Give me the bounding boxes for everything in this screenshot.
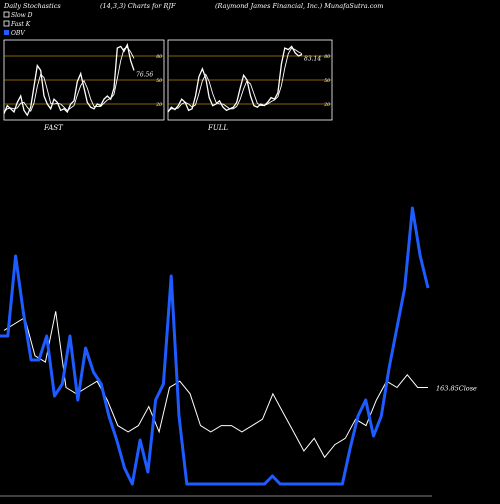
guide-label-50: 50 (156, 78, 162, 84)
series-line-obv (0, 206, 430, 486)
legend-label-slow-d: Slow D (11, 12, 33, 19)
legend-swatch-slow-d (3, 11, 10, 18)
series-line-fast-k (3, 42, 135, 117)
guide-label-50: 50 (324, 78, 330, 84)
price-obv-panel: 163.85Close (0, 206, 477, 497)
legend-swatch-obv (4, 30, 9, 35)
legend-swatch-fast-k (3, 20, 10, 27)
guide-label-80: 80 (324, 54, 330, 60)
last-value-label: 76.56 (136, 71, 153, 78)
guide-label-80: 80 (156, 54, 162, 60)
full-panel-title: FULL (207, 124, 228, 132)
full-stochastic-panel: FULL 80 50 20 83.14 (167, 39, 333, 132)
series-line-slow-d (3, 46, 135, 113)
legend-label-obv: OBV (11, 30, 25, 37)
close-value-label: 163.85Close (436, 385, 477, 393)
header-right: (Raymond James Financial, Inc.) MunafaSu… (215, 2, 383, 10)
legend: Slow D Fast K OBV (3, 11, 33, 37)
series-line-slow-d (167, 47, 303, 112)
guide-label-20: 20 (323, 102, 330, 108)
fast-panel-title: FAST (43, 124, 64, 132)
guide-label-20: 20 (155, 102, 162, 108)
header-left: Daily Stochastics (3, 2, 61, 10)
legend-label-fast-k: Fast K (10, 21, 31, 28)
series-line-fast-k (167, 45, 303, 113)
last-value-label: 83.14 (304, 55, 321, 62)
fast-stochastic-panel: FAST 80 50 20 76.56 (3, 39, 165, 132)
header-center: (14,3,3) Charts for RJF (100, 2, 176, 10)
